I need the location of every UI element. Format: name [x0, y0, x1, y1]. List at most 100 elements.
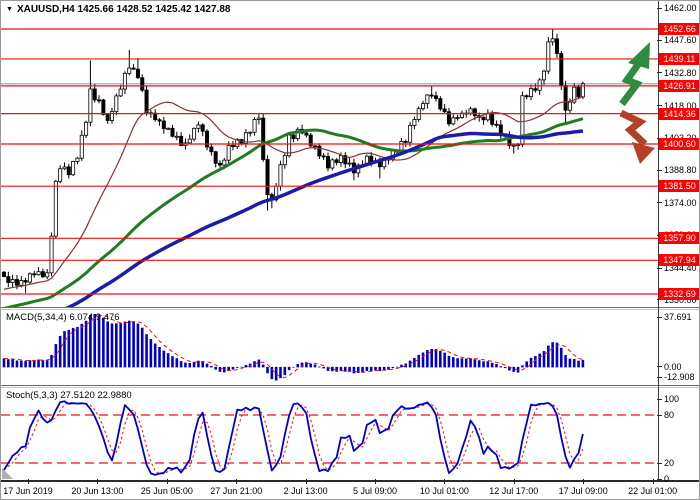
down-arrow-head-icon[interactable]: [632, 142, 655, 164]
macd-histogram-bar: [469, 358, 472, 368]
macd-histogram-bar: [365, 366, 369, 372]
candle-body: [205, 130, 210, 148]
macd-label: MACD(5,34,4) 6.074 9.476: [6, 312, 120, 323]
candle-body: [196, 124, 201, 129]
macd-histogram-bar: [50, 354, 53, 368]
candlesticks[interactable]: [1, 28, 585, 293]
macd-histogram-bar: [434, 348, 438, 368]
candle-body: [161, 120, 166, 130]
macd-histogram-bar: [188, 363, 192, 368]
macd-histogram-bar: [292, 366, 295, 368]
macd-histogram-bar: [41, 360, 45, 368]
macd-pane-canvas[interactable]: [1, 310, 700, 385]
candle-body: [334, 159, 339, 163]
candle-body: [174, 135, 179, 138]
candle-body: [347, 162, 352, 165]
macd-histogram-bar: [326, 366, 330, 371]
stoch-pane-canvas[interactable]: [1, 388, 700, 480]
candle-body: [442, 108, 447, 113]
candle-body: [144, 89, 149, 114]
macd-histogram-bar: [477, 360, 481, 368]
candle-body: [66, 166, 71, 176]
macd-histogram-bar: [110, 323, 114, 368]
macd-histogram-bar: [140, 327, 144, 368]
macd-histogram-bar: [80, 323, 84, 368]
macd-histogram-bar: [149, 339, 153, 368]
candle-body: [313, 145, 318, 148]
macd-histogram-bar: [490, 362, 494, 368]
candle-body: [49, 235, 54, 274]
macd-histogram-bar: [244, 364, 248, 368]
macd-histogram-bar: [374, 366, 377, 371]
candle-body: [131, 67, 136, 70]
macd-histogram-bar: [19, 360, 23, 368]
macd-histogram-bar: [300, 362, 304, 368]
macd-signal-line: [3, 314, 584, 379]
candle-body: [114, 95, 119, 113]
macd-histogram-bar: [223, 366, 226, 373]
macd-name: MACD(5,34,4): [6, 312, 67, 323]
macd-histogram-bar: [503, 366, 507, 369]
candle-body: [62, 166, 67, 170]
macd-histogram-bar: [559, 347, 563, 368]
candle-body: [170, 127, 175, 137]
macd-histogram-bar: [210, 365, 213, 368]
macd-histogram-bar: [395, 366, 399, 368]
chevron-down-icon[interactable]: ▼: [6, 6, 13, 13]
macd-histogram-bar: [335, 366, 338, 372]
candle-body: [209, 146, 214, 153]
candle-body: [6, 276, 11, 283]
candle-body: [127, 67, 132, 74]
macd-histogram-bar: [231, 366, 235, 370]
macd-histogram-bar: [274, 366, 278, 381]
macd-histogram-bar: [37, 359, 40, 368]
macd-histogram-bar: [76, 326, 79, 368]
stoch-signal-line: [3, 401, 584, 475]
macd-histogram-bar: [11, 359, 14, 368]
macd-histogram-bar: [67, 329, 71, 368]
pane-separator[interactable]: [1, 307, 699, 310]
candle-body: [179, 135, 184, 147]
candle-body: [230, 144, 235, 147]
macd-histogram-bar: [93, 314, 97, 368]
time-axis-label: 25 Jun 05:00: [140, 486, 193, 496]
macd-histogram-bar: [305, 362, 308, 368]
macd-histogram-bar: [447, 355, 451, 368]
macd-histogram-bar: [482, 361, 485, 368]
macd-histogram-bar: [15, 360, 19, 368]
up-arrow-icon[interactable]: [619, 56, 645, 107]
candle-body: [425, 94, 430, 105]
up-arrow-head-icon[interactable]: [628, 42, 650, 69]
time-axis-label: 20 Jun 13:00: [71, 486, 124, 496]
macd-histogram-bar: [464, 358, 468, 368]
macd-histogram-bar: [378, 366, 382, 372]
candle-body: [308, 134, 313, 147]
candle-body: [343, 155, 348, 165]
candle-body: [40, 271, 45, 278]
macd-histogram-bar: [534, 356, 537, 368]
macd-histogram-bar: [581, 359, 585, 368]
candle-body: [79, 134, 84, 159]
candle-body: [546, 41, 551, 72]
candle-body: [559, 53, 564, 86]
time-axis-label: 12 Jul 17:00: [489, 486, 539, 496]
macd-histogram-bar: [123, 321, 127, 368]
stoch-label: Stoch(5,3,3) 27.5120 22.9880: [6, 390, 132, 401]
candle-body: [481, 116, 486, 121]
candle-body: [97, 99, 102, 102]
macd-histogram-bar: [227, 366, 230, 371]
macd-histogram-bar: [521, 365, 524, 368]
down-arrow-icon[interactable]: [619, 109, 648, 147]
macd-histogram-bar: [542, 351, 546, 368]
pane-separator[interactable]: [1, 385, 699, 388]
price-chart-canvas[interactable]: [1, 1, 700, 308]
macd-histogram-bar: [145, 334, 148, 368]
candle-body: [252, 119, 257, 133]
candle-body: [563, 85, 568, 111]
candle-body: [53, 180, 58, 237]
candle-body: [550, 38, 555, 43]
candle-body: [438, 98, 443, 110]
time-axis-label: 27 Jun 21:00: [210, 486, 263, 496]
macd-histogram-bar: [508, 366, 511, 371]
candle-body: [261, 117, 266, 160]
